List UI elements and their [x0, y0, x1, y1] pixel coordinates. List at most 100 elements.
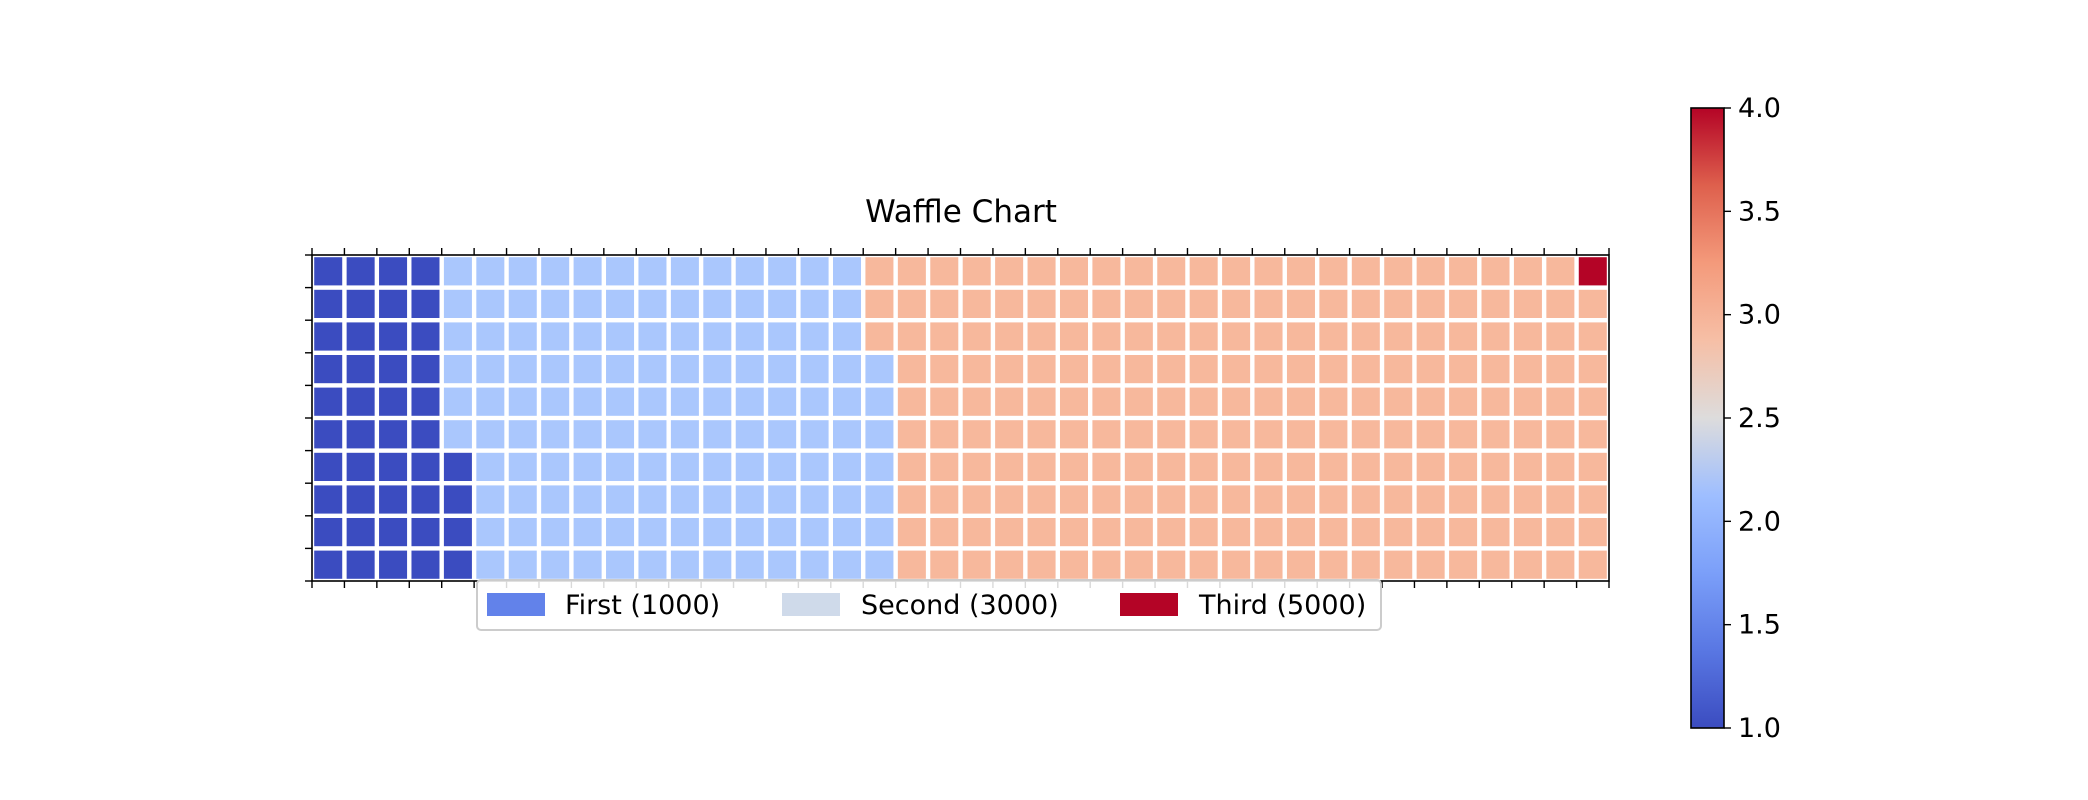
waffle-cell	[995, 257, 1024, 286]
waffle-cell	[476, 322, 505, 351]
waffle-cell	[573, 322, 602, 351]
waffle-cell	[833, 387, 862, 416]
waffle-cell	[865, 387, 894, 416]
waffle-cell	[1416, 257, 1445, 286]
waffle-cell	[670, 518, 699, 547]
waffle-cell	[833, 452, 862, 481]
waffle-cell	[768, 550, 797, 579]
waffle-cell	[930, 387, 959, 416]
waffle-cell	[735, 257, 764, 286]
waffle-cell	[735, 485, 764, 514]
waffle-cell	[800, 420, 829, 449]
waffle-cell	[1449, 355, 1478, 384]
waffle-cell	[1254, 550, 1283, 579]
waffle-cell	[962, 322, 991, 351]
waffle-cell	[1286, 485, 1315, 514]
waffle-cell	[314, 322, 343, 351]
waffle-cell	[346, 518, 375, 547]
waffle-cell	[800, 355, 829, 384]
waffle-cell	[1222, 550, 1251, 579]
waffle-cell	[670, 322, 699, 351]
waffle-cell	[573, 387, 602, 416]
colorbar-tick-label: 2.5	[1738, 403, 1781, 434]
waffle-cell	[1416, 485, 1445, 514]
waffle-cell	[346, 355, 375, 384]
waffle-cell	[1351, 452, 1380, 481]
waffle-cell	[800, 289, 829, 318]
waffle-cell	[1059, 355, 1088, 384]
waffle-cell	[962, 257, 991, 286]
waffle-cell	[379, 485, 408, 514]
waffle-cell	[995, 452, 1024, 481]
waffle-cell	[346, 322, 375, 351]
waffle-cell	[606, 387, 635, 416]
waffle-cell	[314, 289, 343, 318]
waffle-cell	[1384, 518, 1413, 547]
waffle-cell	[1416, 289, 1445, 318]
waffle-cell	[1449, 452, 1478, 481]
waffle-cell	[1059, 518, 1088, 547]
waffle-cell	[1513, 257, 1542, 286]
waffle-cell	[379, 257, 408, 286]
waffle-cell	[1481, 355, 1510, 384]
waffle-cell	[1513, 518, 1542, 547]
waffle-cell	[1384, 355, 1413, 384]
waffle-cell	[1513, 355, 1542, 384]
waffle-cell	[670, 355, 699, 384]
waffle-cell	[1027, 485, 1056, 514]
waffle-cell	[508, 257, 537, 286]
waffle-cell	[1546, 452, 1575, 481]
waffle-cell	[508, 387, 537, 416]
waffle-cell	[1189, 322, 1218, 351]
waffle-cell	[411, 485, 440, 514]
waffle-cell	[897, 452, 926, 481]
waffle-cell	[541, 485, 570, 514]
waffle-cell	[1384, 452, 1413, 481]
waffle-cell	[1351, 485, 1380, 514]
waffle-cell	[670, 485, 699, 514]
legend-frame	[476, 579, 1382, 631]
waffle-cell	[735, 518, 764, 547]
waffle-cell	[865, 485, 894, 514]
waffle-cell	[768, 420, 797, 449]
waffle-cell	[930, 322, 959, 351]
waffle-cell	[962, 452, 991, 481]
waffle-cell	[670, 452, 699, 481]
waffle-cell	[508, 355, 537, 384]
waffle-cell	[508, 518, 537, 547]
waffle-cell	[1027, 452, 1056, 481]
waffle-cell	[1513, 322, 1542, 351]
waffle-cell	[1384, 485, 1413, 514]
waffle-cell	[1416, 452, 1445, 481]
waffle-cell	[1449, 387, 1478, 416]
waffle-cell	[379, 355, 408, 384]
waffle-cell	[1384, 387, 1413, 416]
waffle-cell	[411, 257, 440, 286]
waffle-cell	[962, 355, 991, 384]
waffle-cell	[1059, 289, 1088, 318]
waffle-cell	[346, 420, 375, 449]
waffle-cell	[573, 257, 602, 286]
waffle-cell	[443, 355, 472, 384]
waffle-cell	[1449, 485, 1478, 514]
waffle-cell	[411, 387, 440, 416]
waffle-cell	[1546, 322, 1575, 351]
waffle-cell	[1027, 387, 1056, 416]
waffle-cell	[1157, 518, 1186, 547]
waffle-cell	[606, 355, 635, 384]
legend: First (1000) Second (3000) Third (5000)	[476, 579, 1382, 631]
waffle-cell	[541, 322, 570, 351]
waffle-cell	[411, 420, 440, 449]
waffle-cell	[1319, 550, 1348, 579]
waffle-cell	[1384, 420, 1413, 449]
waffle-cell	[670, 387, 699, 416]
waffle-cell	[1157, 485, 1186, 514]
waffle-cell	[1254, 289, 1283, 318]
waffle-cell	[735, 550, 764, 579]
waffle-cell	[1319, 485, 1348, 514]
waffle-cell	[1578, 485, 1607, 514]
waffle-cell	[1059, 322, 1088, 351]
waffle-cell	[379, 289, 408, 318]
waffle-cell	[1124, 322, 1153, 351]
waffle-cell	[703, 322, 732, 351]
